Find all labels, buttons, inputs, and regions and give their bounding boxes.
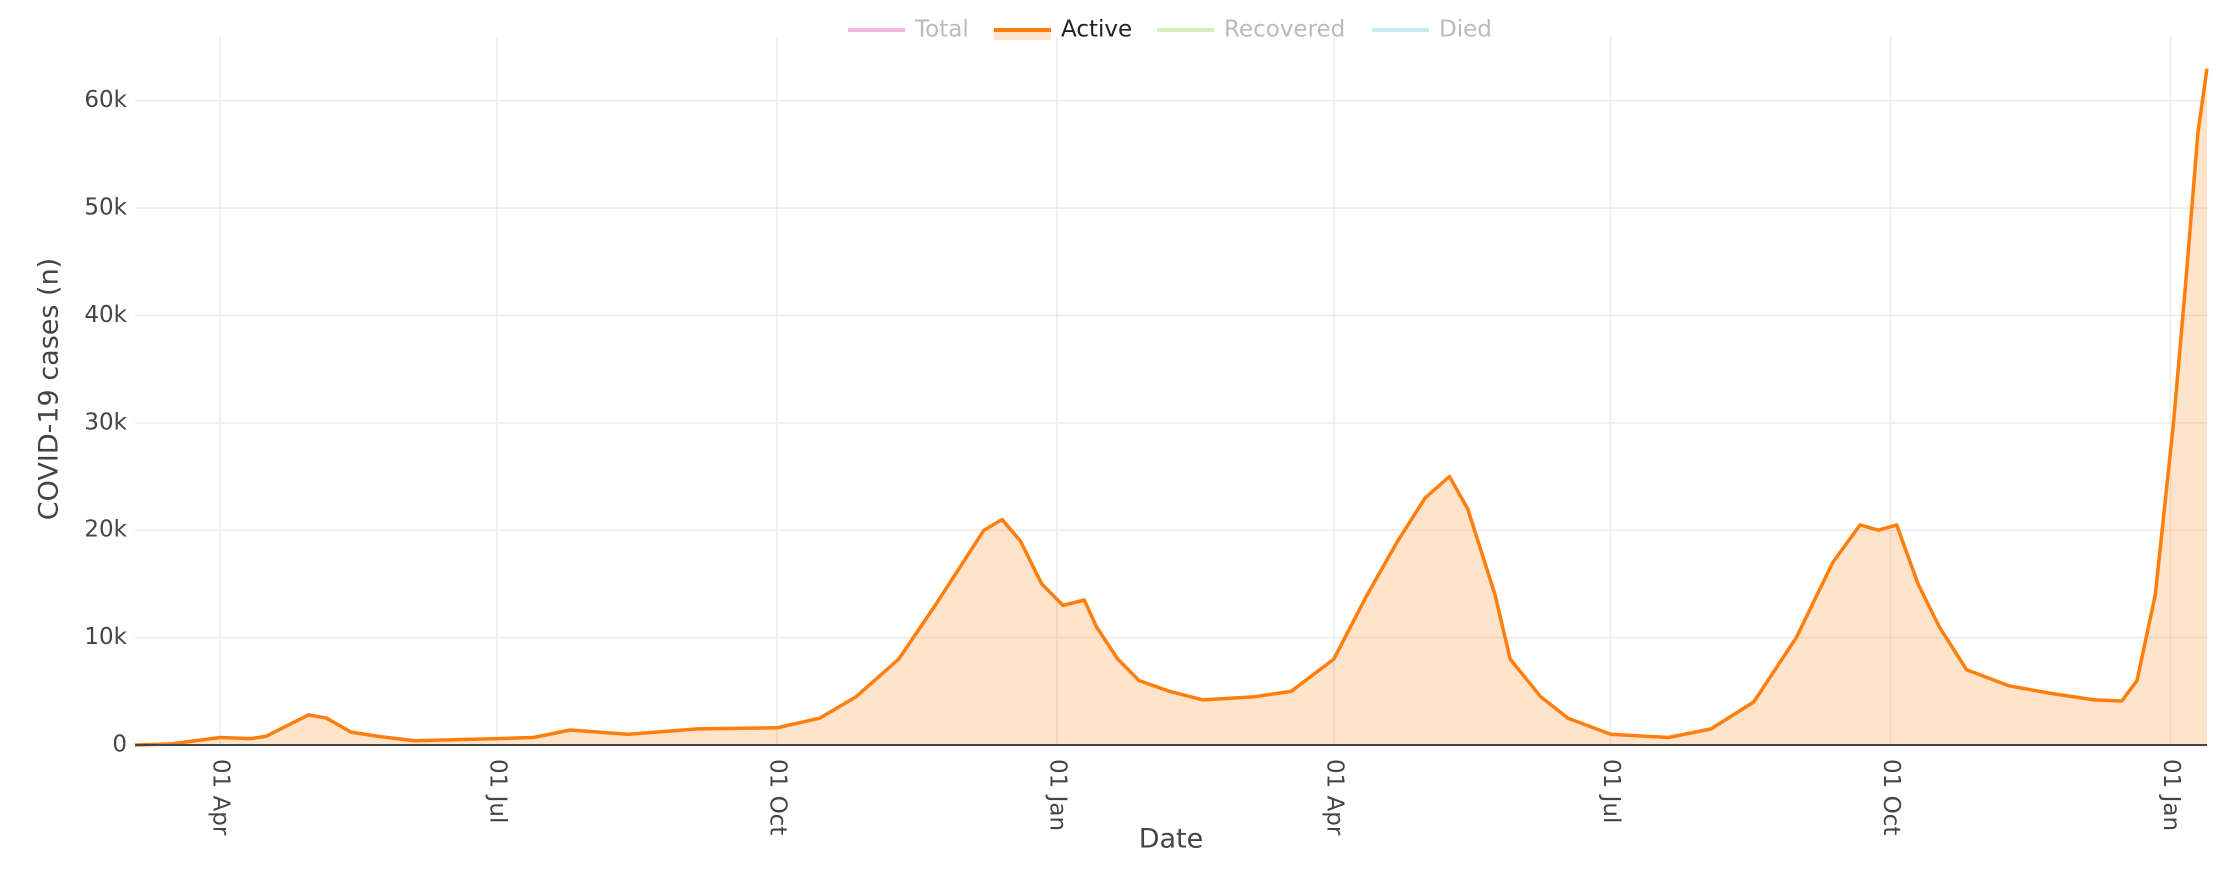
x-tick-label: 01 Apr: [208, 759, 234, 836]
area-fill: [135, 68, 2207, 745]
y-axis-title: COVID-19 cases (n): [34, 258, 65, 520]
legend-item[interactable]: Died: [1372, 17, 1492, 43]
y-tick-label: 40k: [84, 302, 127, 328]
x-tick-label: 01 Oct: [764, 759, 790, 835]
legend-item[interactable]: Total: [848, 17, 969, 43]
x-tick-label: 01 Jan: [2158, 759, 2184, 831]
legend-swatch-fill: [994, 30, 1051, 40]
y-tick-label: 50k: [84, 195, 127, 221]
line: [134, 68, 2209, 747]
y-tick-label: 10k: [84, 624, 127, 650]
legend-label: Total: [914, 17, 969, 43]
x-axis-title: Date: [1139, 824, 1204, 855]
legend-item[interactable]: Active: [994, 17, 1132, 43]
y-tick-label: 20k: [84, 517, 127, 543]
x-tick-label: 01 Jul: [485, 759, 511, 823]
legend-label: Died: [1439, 17, 1492, 43]
y-tick-label: 60k: [84, 87, 127, 113]
y-tick-label: 0: [112, 732, 127, 758]
x-tick-label: 01 Jan: [1044, 759, 1070, 831]
legend-label: Active: [1061, 17, 1132, 43]
legend-label: Recovered: [1224, 17, 1345, 43]
x-tick-label: 01 Apr: [1321, 759, 1347, 836]
x-tick-label: 01 Jul: [1598, 759, 1624, 823]
y-tick-label: 30k: [84, 409, 127, 435]
x-tick-label: 01 Oct: [1878, 759, 1904, 835]
legend-item[interactable]: Recovered: [1157, 17, 1345, 43]
